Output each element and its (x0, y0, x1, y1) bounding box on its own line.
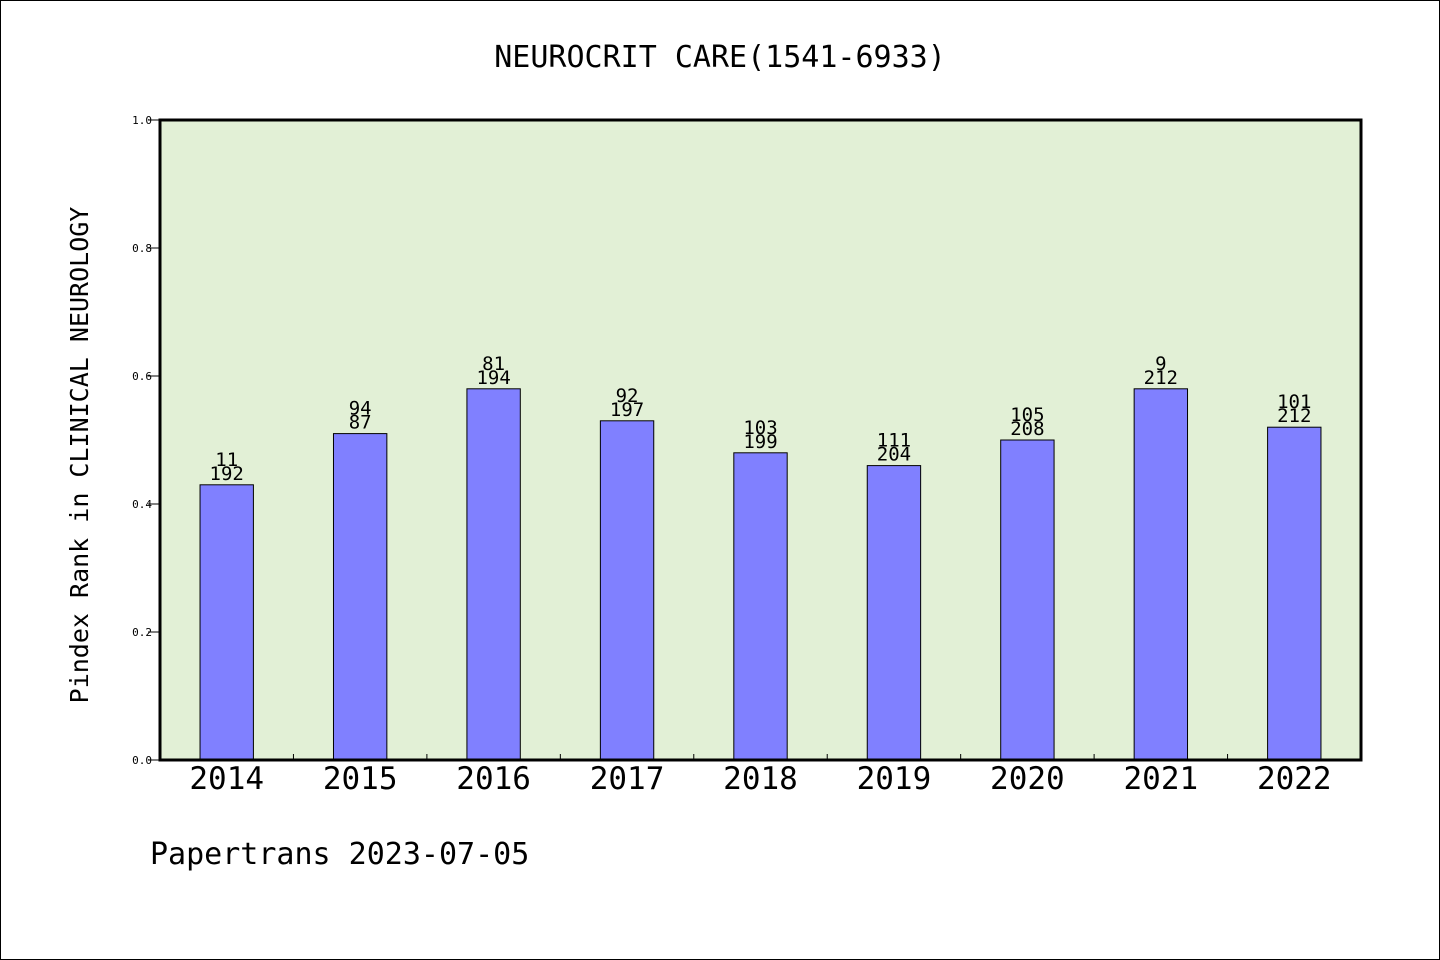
total-label: 208 (1010, 418, 1044, 440)
total-label: 212 (1277, 405, 1311, 427)
chart-title: NEUROCRIT CARE(1541-6933) (494, 40, 946, 75)
rank-label: 103 (743, 417, 777, 439)
y-tick-label: 0.2 (132, 626, 152, 639)
plot-frame (158, 118, 1363, 762)
rank-label: 11 (215, 449, 238, 471)
y-tick-label: 0.8 (132, 242, 152, 255)
bar-2014 (199, 484, 254, 761)
rank-label: 81 (482, 353, 505, 375)
total-label: 194 (476, 367, 510, 389)
bar-2015 (332, 433, 388, 761)
rank-label: 92 (616, 385, 639, 407)
x-tick-label: 2018 (723, 761, 798, 797)
bars (199, 388, 1322, 761)
footer-credit: Papertrans 2023-07-05 (150, 837, 529, 872)
rank-label: 101 (1277, 391, 1311, 413)
y-axis-ticks: 0.0 0.2 0.4 0.6 0.8 1.0 (132, 114, 159, 767)
y-tick-label: 1.0 (132, 114, 152, 127)
x-tick-label: 2021 (1124, 761, 1199, 797)
y-tick-label: 0.0 (132, 754, 152, 767)
rank-label: 94 (349, 398, 372, 420)
bar-2017 (599, 420, 655, 761)
rank-label: 111 (877, 430, 911, 452)
bar-2021 (1133, 388, 1189, 761)
x-tick-label: 2022 (1257, 761, 1332, 797)
bar-2020 (1000, 439, 1055, 761)
x-tick-label: 2015 (323, 761, 398, 797)
x-tick-label: 2019 (857, 761, 932, 797)
bar-2018 (733, 452, 788, 761)
x-tick-label: 2014 (189, 761, 264, 797)
x-tick-label: 2017 (590, 761, 665, 797)
total-label: 197 (610, 399, 644, 421)
total-label: 204 (877, 444, 911, 466)
total-label: 212 (1144, 367, 1178, 389)
rank-label: 105 (1010, 404, 1044, 426)
x-tick-label: 2020 (990, 761, 1065, 797)
rank-label: 9 (1155, 353, 1166, 375)
y-tick-label: 0.6 (132, 370, 152, 383)
y-tick-label: 0.4 (132, 498, 152, 511)
total-label: 192 (210, 463, 244, 485)
bar-2016 (466, 388, 521, 761)
x-axis-ticks: 2014 2015 2016 2017 2018 2019 2020 2021 2022 (189, 754, 1332, 797)
total-label: 199 (743, 431, 777, 453)
bar-2019 (866, 465, 922, 761)
y-axis-label: Pindex Rank in CLINICAL NEUROLOGY (65, 207, 94, 704)
bar-2022 (1267, 426, 1322, 761)
x-tick-label: 2016 (456, 761, 531, 797)
total-label: 87 (349, 412, 372, 434)
